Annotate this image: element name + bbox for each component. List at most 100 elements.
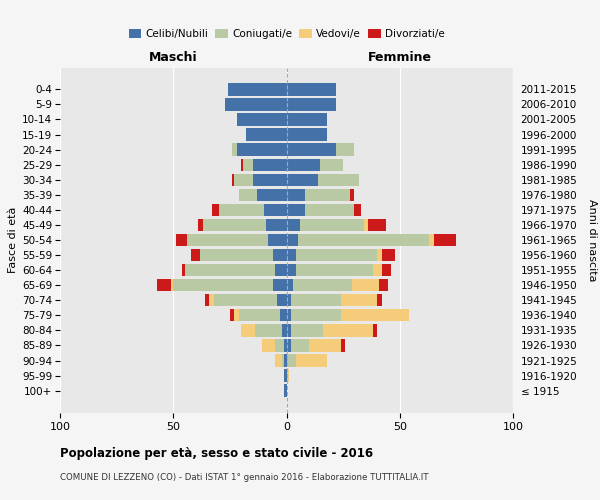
Bar <box>236 144 287 156</box>
Bar <box>200 249 273 261</box>
Bar <box>341 294 377 306</box>
Bar <box>298 234 429 246</box>
Bar <box>226 98 287 110</box>
Bar <box>355 204 361 216</box>
Bar <box>232 144 236 156</box>
Bar <box>253 158 287 171</box>
Bar <box>382 249 395 261</box>
Bar <box>352 279 379 291</box>
Bar <box>236 114 287 126</box>
Bar <box>273 249 287 261</box>
Bar <box>323 324 373 336</box>
Bar <box>287 324 291 336</box>
Bar <box>264 204 287 216</box>
Bar <box>198 219 203 231</box>
Bar <box>255 324 282 336</box>
Bar <box>429 234 434 246</box>
Bar <box>284 354 287 366</box>
Bar <box>287 370 289 382</box>
Bar <box>235 174 253 186</box>
Bar <box>275 340 284 351</box>
Bar <box>227 83 287 96</box>
Bar <box>305 188 350 201</box>
Bar <box>176 234 187 246</box>
Bar <box>287 174 318 186</box>
Bar <box>273 279 287 291</box>
Bar <box>291 309 341 322</box>
Bar <box>373 324 377 336</box>
Bar <box>377 294 382 306</box>
Bar <box>287 204 305 216</box>
Bar <box>212 204 218 216</box>
Bar <box>257 188 287 201</box>
Bar <box>203 219 266 231</box>
Bar <box>173 279 273 291</box>
Bar <box>239 188 257 201</box>
Bar <box>341 340 346 351</box>
Bar <box>296 264 373 276</box>
Bar <box>287 340 291 351</box>
Y-axis label: Fasce di età: Fasce di età <box>8 207 18 273</box>
Bar <box>275 264 287 276</box>
Bar <box>232 174 235 186</box>
Bar <box>287 354 296 366</box>
Bar <box>287 234 298 246</box>
Bar <box>293 279 352 291</box>
Text: Popolazione per età, sesso e stato civile - 2016: Popolazione per età, sesso e stato civil… <box>60 448 373 460</box>
Bar <box>246 128 287 140</box>
Bar <box>275 354 282 366</box>
Bar <box>300 219 364 231</box>
Bar <box>337 144 355 156</box>
Bar <box>341 309 409 322</box>
Bar <box>287 219 300 231</box>
Bar <box>291 340 309 351</box>
Bar <box>282 354 284 366</box>
Bar <box>239 309 280 322</box>
Bar <box>309 340 341 351</box>
Bar <box>287 264 296 276</box>
Text: Maschi: Maschi <box>149 51 197 64</box>
Bar <box>287 114 327 126</box>
Bar <box>287 188 305 201</box>
Bar <box>191 249 200 261</box>
Bar <box>268 234 287 246</box>
Bar <box>287 128 327 140</box>
Bar <box>364 219 368 231</box>
Bar <box>291 324 323 336</box>
Bar <box>277 294 287 306</box>
Bar <box>287 158 320 171</box>
Bar <box>287 309 291 322</box>
Bar <box>320 158 343 171</box>
Bar <box>379 279 388 291</box>
Bar <box>291 294 341 306</box>
Bar <box>182 264 185 276</box>
Bar <box>185 264 275 276</box>
Text: Femmine: Femmine <box>368 51 432 64</box>
Bar <box>241 158 244 171</box>
Bar <box>205 294 209 306</box>
Bar <box>284 370 287 382</box>
Bar <box>280 309 287 322</box>
Bar <box>377 249 382 261</box>
Bar <box>318 174 359 186</box>
Bar <box>214 294 277 306</box>
Bar <box>287 98 337 110</box>
Bar <box>230 309 235 322</box>
Bar <box>266 219 287 231</box>
Bar <box>284 340 287 351</box>
Bar <box>287 279 293 291</box>
Bar <box>287 144 337 156</box>
Bar <box>282 324 287 336</box>
Bar <box>382 264 391 276</box>
Y-axis label: Anni di nascita: Anni di nascita <box>587 198 597 281</box>
Bar <box>287 249 296 261</box>
Bar <box>287 294 291 306</box>
Bar <box>157 279 171 291</box>
Bar <box>434 234 457 246</box>
Bar <box>187 234 268 246</box>
Bar <box>262 340 275 351</box>
Legend: Celibi/Nubili, Coniugati/e, Vedovi/e, Divorziati/e: Celibi/Nubili, Coniugati/e, Vedovi/e, Di… <box>124 24 449 43</box>
Bar <box>218 204 264 216</box>
Bar <box>209 294 214 306</box>
Bar <box>171 279 173 291</box>
